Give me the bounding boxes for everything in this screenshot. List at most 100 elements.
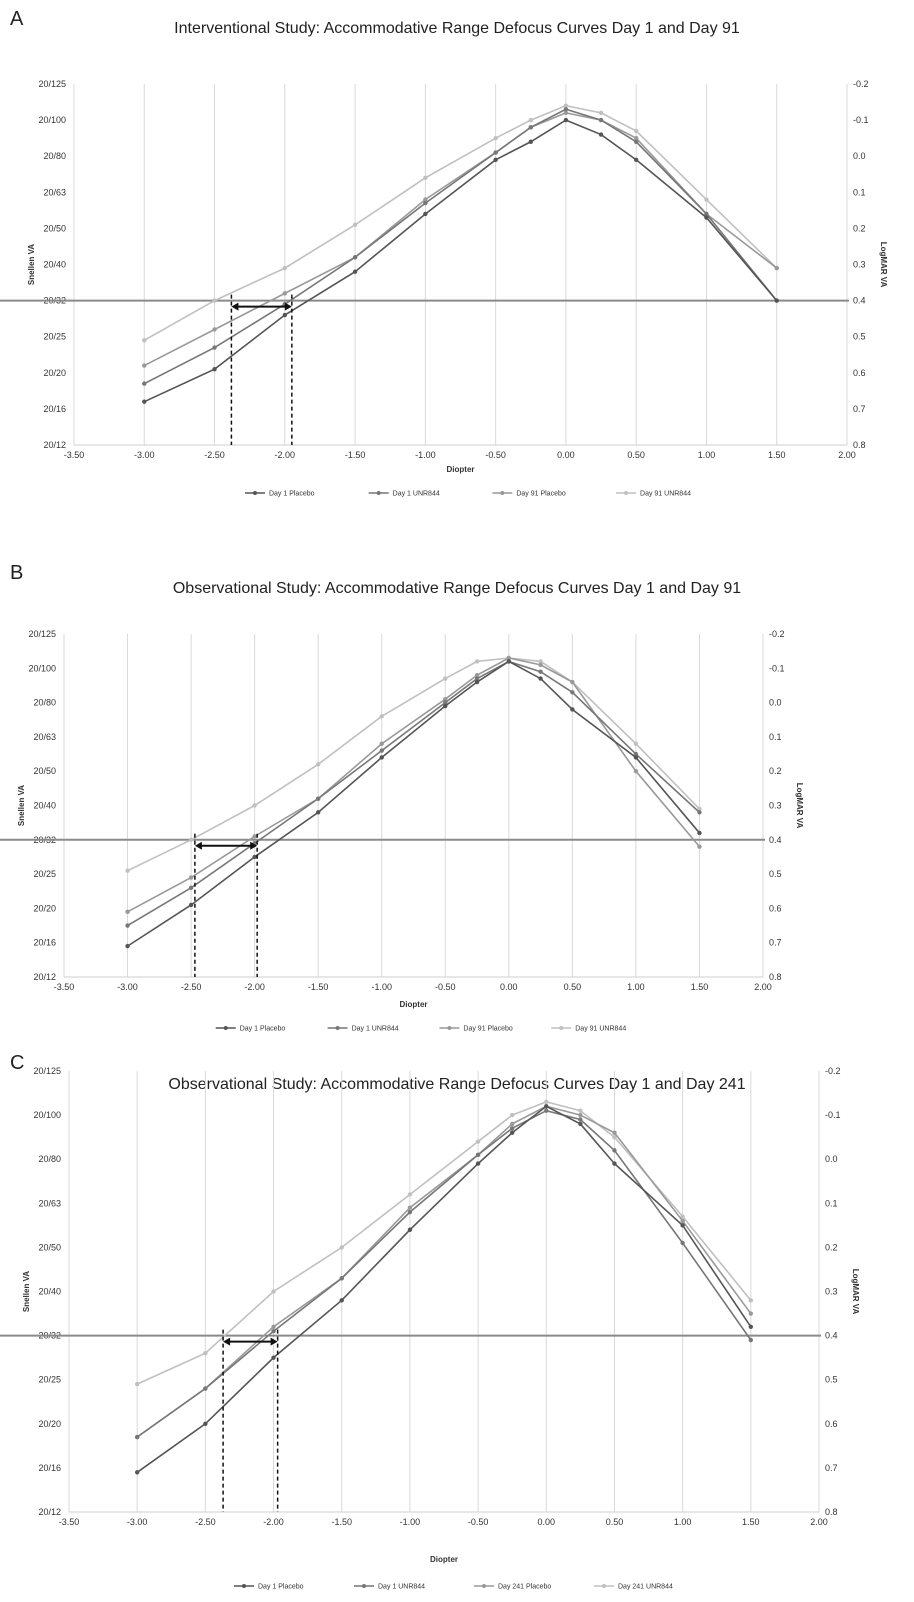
data-point [134,1381,140,1387]
data-point [423,197,428,202]
y-right-tick-label: 0.5 [769,869,782,879]
y-left-tick-label: 20/80 [38,1154,61,1164]
y-right-tick-label: 0.4 [769,835,782,845]
data-point [563,110,569,116]
data-point [407,1205,413,1210]
y-left-tick-label: 20/12 [38,1507,61,1517]
legend: Day 1 Placebo Day 1 UNR844 Day 241 Placebo… [234,1584,673,1591]
y-right-tick-label: -0.1 [769,663,785,673]
y-right-tick-label: 0.2 [769,766,782,776]
x-tick-label: 0.50 [564,982,582,992]
data-point [142,338,147,343]
y-right-tick-label: 0.3 [825,1287,838,1297]
data-point [282,312,288,318]
y-left-tick-label: 20/16 [38,1463,61,1473]
data-point [125,943,130,949]
data-point [509,1130,515,1135]
legend-marker [362,1584,366,1588]
y-right-tick-label: 0.6 [769,903,782,913]
legend-label: Day 241 Placebo [498,1584,551,1591]
y-right-tick-label: 0.0 [825,1154,838,1164]
data-point [493,157,498,163]
series-line [143,119,778,403]
y-axis-label-right: LogMAR VA [795,783,804,829]
legend-marker [559,1026,564,1030]
x-tick-label: -2.00 [263,1517,284,1527]
data-point [188,837,194,842]
data-point [506,659,512,664]
y-left-tick-label: 20/80 [43,151,66,161]
data-point [407,1227,413,1232]
data-point [633,128,639,134]
data-point [443,696,448,702]
data-point [252,803,257,808]
data-point [423,175,428,181]
y-right-tick-label: 0.2 [825,1242,838,1252]
data-point [212,298,217,303]
x-tick-label: -0.50 [435,982,456,992]
data-point [774,265,779,271]
data-point [315,762,321,767]
y-right-tick-label: 0.1 [853,187,866,197]
arrow-head-left [223,1337,231,1346]
x-tick-label: -3.00 [127,1517,148,1527]
legend-label: Day 91 UNR844 [575,1026,626,1033]
series-line [127,660,701,947]
y-right-tick-label: 0.1 [825,1198,838,1208]
data-point [125,923,130,928]
x-tick-label: -3.50 [64,450,85,460]
y-left-tick-label: 20/63 [38,1198,61,1208]
y-axis-label-left: Snellen VA [17,785,26,826]
x-tick-label: -1.00 [415,450,436,460]
data-point [538,659,543,664]
y-right-tick-label: 0.8 [853,440,866,450]
data-point [443,676,448,681]
y-right-tick-label: 0.7 [825,1463,838,1473]
data-point [748,1311,754,1316]
y-left-tick-label: 20/50 [33,766,56,776]
series-line [136,1105,752,1438]
legend-marker [602,1584,606,1588]
y-axis-label-left: Snellen VA [22,1271,31,1312]
x-tick-label: -1.50 [331,1517,352,1527]
data-point [203,1421,208,1426]
data-point [612,1148,617,1153]
data-point [142,381,147,386]
legend-label: Day 1 UNR844 [393,491,440,498]
y-left-tick-label: 20/16 [33,938,56,948]
x-tick-label: 1.50 [691,982,709,992]
series-line [136,1105,752,1473]
arrow-head-right [270,1337,278,1346]
y-left-tick-label: 20/100 [38,115,66,125]
data-point [134,1434,140,1440]
data-point [203,1351,208,1356]
x-tick-label: -3.50 [59,1517,80,1527]
data-point [697,830,702,836]
y-axis-label-right: LogMAR VA [851,1269,860,1315]
x-tick-label: -3.50 [54,982,75,992]
x-tick-label: 1.00 [674,1517,692,1527]
data-point [570,707,575,712]
y-right-tick-label: -0.2 [825,1066,841,1076]
data-point [212,345,217,350]
data-point [598,117,604,123]
data-point [423,211,428,217]
data-point [125,909,130,915]
data-point [134,1470,140,1475]
data-point [570,679,575,685]
legend-marker [242,1584,246,1588]
chart-title: Interventional Study: Accommodative Rang… [174,20,740,37]
y-left-tick-label: 20/50 [38,1242,61,1252]
data-point [474,659,480,664]
x-tick-label: -2.00 [275,450,296,460]
y-right-tick-label: 0.2 [853,223,866,233]
y-left-tick-label: 20/25 [33,869,56,879]
data-point [612,1134,617,1140]
x-axis-label: Diopter [430,1555,458,1564]
y-left-tick-label: 20/100 [33,1110,61,1120]
legend-marker [252,491,257,495]
series-line [127,657,701,872]
data-point [315,796,321,801]
x-tick-label: -3.00 [117,982,138,992]
chart-panel-b: B Observational Study: Accommodative Ran… [0,530,914,1040]
